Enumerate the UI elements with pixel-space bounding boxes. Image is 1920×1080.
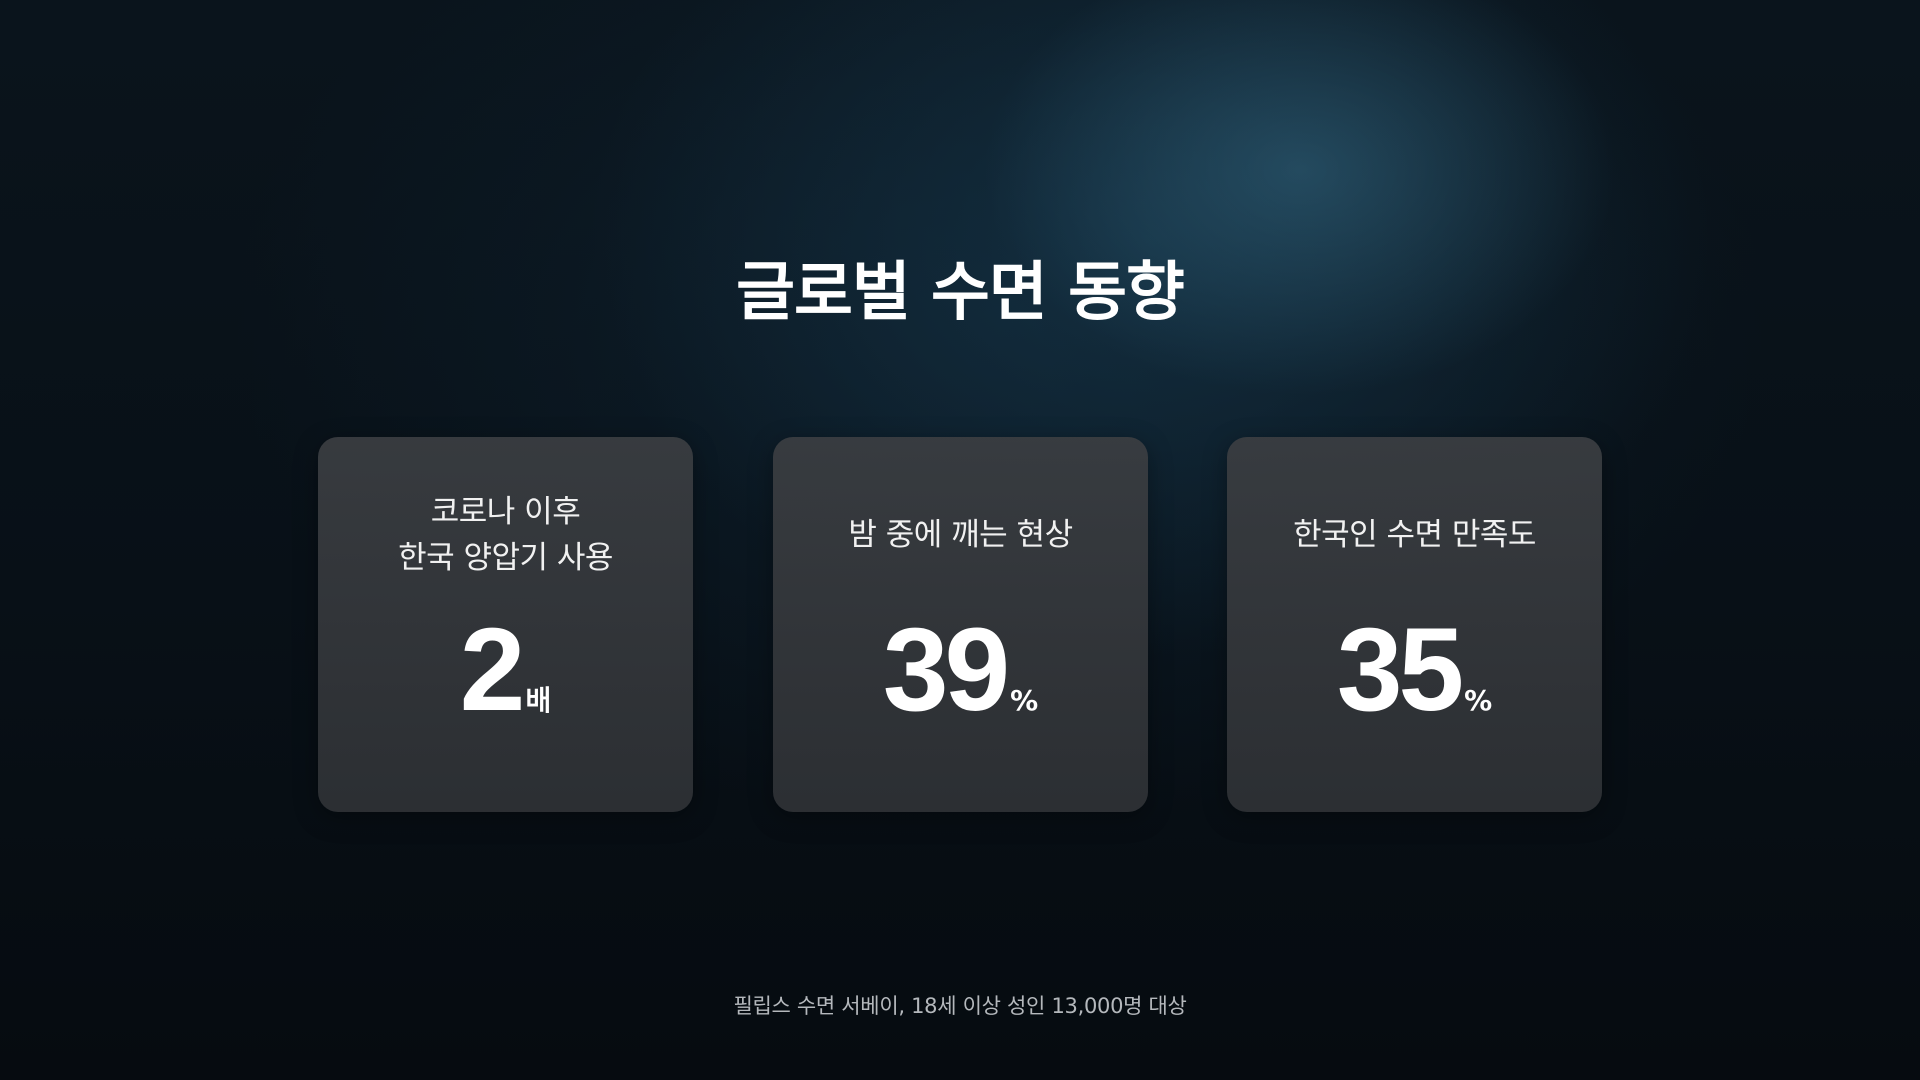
source-footnote: 필립스 수면 서베이, 18세 이상 성인 13,000명 대상	[733, 994, 1187, 1018]
stat-card-night-waking: 밤 중에 깨는 현상 39%	[773, 437, 1148, 812]
stat-card-label: 한국인 수면 만족도	[1227, 512, 1602, 558]
stat-card-label: 밤 중에 깨는 현상	[773, 512, 1148, 558]
stat-card-label-line: 밤 중에 깨는 현상	[848, 517, 1073, 553]
stat-card-label: 코로나 이후 한국 양압기 사용	[318, 489, 693, 581]
stat-unit: %	[1010, 684, 1039, 717]
stat-figure: 35%	[1227, 605, 1602, 735]
page-title: 글로벌 수면 동향	[736, 255, 1185, 330]
stat-card-label-line: 코로나 이후	[430, 494, 581, 530]
stat-unit: 배	[525, 684, 552, 717]
stat-value: 2	[459, 604, 526, 736]
stat-card-label-line: 한국 양압기 사용	[398, 540, 613, 576]
stat-value: 39	[882, 604, 1010, 736]
stat-figure: 39%	[773, 605, 1148, 735]
stat-unit: %	[1464, 684, 1493, 717]
stat-card-label-line: 한국인 수면 만족도	[1293, 517, 1536, 553]
stat-card-sleep-satisfaction: 한국인 수면 만족도 35%	[1227, 437, 1602, 812]
stat-value: 35	[1336, 604, 1464, 736]
